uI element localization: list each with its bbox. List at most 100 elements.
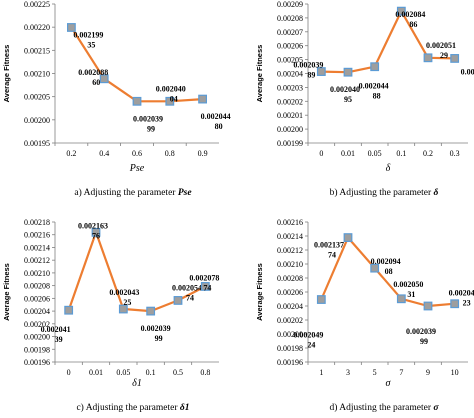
data-label: 0.002049 [293,331,323,340]
y-tick-label: 0.00225 [24,0,50,9]
data-label-continued: 80 [215,122,223,131]
chart-panel-1: 0.00195 0.00200 0.00205 0.00210 0.00215 0.002… [2,0,231,198]
x-tick-label: 1 [319,368,323,377]
chart-panel-2: 0.00199 0.00200 0.00201 0.00202 0.00203 0.002… [255,0,474,198]
data-label: 0.002039 [293,61,323,70]
data-point-marker [146,306,156,316]
data-point-marker [370,263,380,273]
y-tick-label: 0.00208 [277,274,303,283]
data-point-marker [343,67,353,77]
x-tick-label: 0.2 [66,149,76,158]
y-tick-label: 0.00198 [277,344,303,353]
data-label: 0.002078 [189,273,219,282]
y-tick-label: 0.00202 [277,316,303,325]
data-label-continued: 35 [87,40,95,49]
x-tick-label: 0.6 [132,149,142,158]
x-tick-label: 0.2 [423,149,433,158]
y-tick-label: 0.00200 [24,116,50,125]
chart-panel-3: 0.00196 0.00198 0.00200 0.00202 0.00204 0.002… [2,218,219,413]
data-label: 0.002137 [314,241,344,250]
chart-panel-4: 0.00196 0.00198 0.00200 0.00202 0.00204 0.002… [255,218,474,413]
data-point-marker [450,299,460,309]
data-point-marker [316,67,326,76]
data-label-continued: 95 [344,95,352,104]
data-point-marker [450,54,460,63]
x-tick-label: 0.01 [89,368,103,377]
panel-caption: d) Adjusting the parameter σ [329,402,439,413]
y-tick-label: 0.00212 [277,246,303,255]
panel-caption: a) Adjusting the parameter Pse [74,187,192,198]
y-tick-label: 0.00202 [24,320,50,329]
data-label-continued: 74 [186,293,194,302]
x-tick-label: 0.9 [198,149,208,158]
y-tick-label: 0.00200 [277,125,303,134]
x-tick-label: 0.8 [165,149,175,158]
y-tick-label: 0.00220 [24,23,50,32]
data-label: 0.002041 [41,325,71,334]
data-point-marker [423,53,433,63]
series-line [321,10,455,74]
y-tick-label: 0.00203 [277,83,303,92]
y-tick-label: 0.00198 [24,345,50,354]
x-tick-label: 0.05 [368,149,382,158]
data-point-marker [64,305,74,315]
caption-symbol: δ1 [180,403,190,413]
y-tick-label: 0.00204 [277,70,303,79]
data-label-continued: 76 [92,231,100,240]
data-label-continued: 39 [55,335,63,344]
data-label-continued: 29 [440,51,448,60]
data-point-marker [99,74,109,84]
x-axis-label: σ [386,378,392,389]
data-point-marker [198,94,208,104]
data-point-marker [343,233,353,242]
x-tick-label: 10 [451,368,459,377]
data-label: 0.002051 [461,67,474,76]
x-axis-label: δ1 [132,378,142,389]
data-label: 0.002054 [172,283,202,292]
data-label: 0.002051 [426,41,456,50]
y-tick-label: 0.00200 [277,330,303,339]
data-label: 0.002040 [330,85,360,94]
panel-caption: b) Adjusting the parameter δ [330,187,439,198]
y-tick-label: 0.00216 [24,231,50,240]
x-tick-label: 0.1 [146,368,156,377]
data-point-marker [118,304,128,314]
y-tick-label: 0.00215 [24,46,50,55]
data-label-continued: 74 [203,283,211,292]
y-tick-label: 0.00205 [24,93,50,102]
x-tick-label: 3 [346,368,350,377]
y-tick-label: 0.00208 [24,282,50,291]
data-label: 0.002050 [393,280,423,289]
caption-text: c) Adjusting the parameter [76,402,179,413]
y-tick-label: 0.00202 [277,97,303,106]
y-tick-label: 0.00196 [277,358,303,367]
y-axis-label: Average Fitness [255,45,264,103]
caption-text: a) Adjusting the parameter [74,187,177,198]
y-axis-label: Average Fitness [2,45,11,103]
y-tick-label: 0.00208 [277,14,303,23]
y-axis-label: Average Fitness [2,263,11,321]
series-line [67,231,206,313]
x-tick-label: 0 [67,368,71,377]
data-label-continued: 31 [407,290,415,299]
x-axis-label: Pse [129,163,145,174]
y-axis-label: Average Fitness [255,263,264,321]
data-label: 0.002039 [133,114,163,123]
data-label: 0.002040 [156,84,186,93]
y-tick-label: 0.00206 [277,42,303,51]
data-label: 0.002043 [449,289,474,298]
data-point-marker [165,96,175,106]
y-tick-label: 0.00196 [24,358,50,367]
data-label-continued: 74 [328,251,336,260]
panel-caption: c) Adjusting the parameter δ1 [76,402,189,413]
x-tick-label: 0.8 [200,368,210,377]
data-point-marker [173,296,183,305]
data-label: 0.002039 [406,327,436,336]
data-label-continued: 04 [170,94,178,103]
y-tick-label: 0.00206 [277,288,303,297]
data-label: 0.002088 [78,68,108,77]
x-tick-label: 0.01 [341,149,355,158]
data-label: 0.002163 [78,221,108,230]
data-point-marker [396,6,406,16]
